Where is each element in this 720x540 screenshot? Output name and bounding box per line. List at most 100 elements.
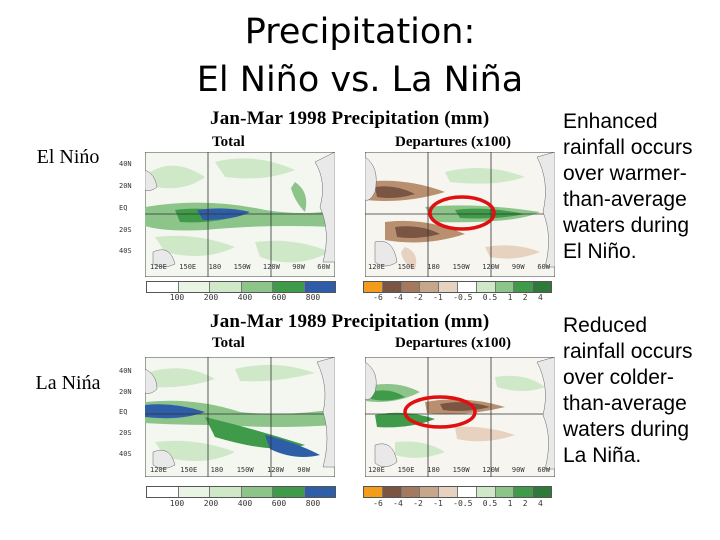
colorbar-tick: -0.5 [453, 499, 473, 508]
la-nina-departures-map [365, 357, 555, 477]
el-nino-departures-label: Departures (x100) [395, 134, 511, 150]
lat-label: 20N [119, 182, 132, 190]
explanation-line: than-average [563, 188, 687, 211]
colorbar-tick: -4 [393, 293, 403, 302]
lon-label: 150W [452, 466, 470, 474]
lon-label: 150E [179, 263, 197, 271]
el-nino-label: El Nińo [36, 146, 100, 168]
colorbar-tick: -0.5 [453, 293, 473, 302]
colorbar-tick: 400 [237, 499, 253, 508]
colorbar-tick: 600 [271, 499, 287, 508]
colorbar-tick: 200 [203, 293, 219, 302]
el-nino-departures-colorbar-ticks: -6 -4 -2 -1 -0.5 0.5 1 2 4 [368, 293, 548, 302]
colorbar-tick: -6 [373, 293, 383, 302]
lon-label: 90W [511, 263, 525, 271]
lon-label: 180 [210, 466, 224, 474]
lon-label: 90W [292, 263, 305, 271]
colorbar-tick: 4 [537, 293, 543, 302]
colorbar-tick: 4 [537, 499, 543, 508]
title-line-2: El Niño vs. La Niña [196, 60, 524, 100]
explanation-line: El Niño. [563, 240, 637, 263]
la-nina-departures-label: Departures (x100) [395, 335, 511, 351]
explanation-line: waters during [563, 214, 690, 237]
colorbar-tick: 200 [203, 499, 219, 508]
colorbar-tick: 1 [507, 499, 513, 508]
la-nina-total-label: Total [212, 335, 245, 351]
el-nino-departures-map [365, 152, 555, 277]
colorbar-tick: 800 [305, 499, 321, 508]
la-nina-explanation: Reduced rainfall occurs over colder- tha… [563, 313, 718, 469]
title-line-1: Precipitation: [244, 12, 476, 52]
colorbar-tick: 100 [169, 499, 185, 508]
colorbar-tick: -1 [433, 293, 443, 302]
lat-label: 40S [119, 247, 132, 255]
lat-label: 20N [119, 388, 132, 396]
lat-label: 20S [119, 226, 132, 234]
lat-label: 20S [119, 429, 132, 437]
el-nino-total-map [145, 152, 335, 277]
la-nina-total-colorbar [146, 486, 336, 498]
lon-label: 60W [537, 263, 550, 271]
colorbar-tick: 2 [522, 293, 528, 302]
lon-label: 120E [368, 466, 385, 474]
colorbar-tick: 1 [507, 293, 513, 302]
colorbar-tick: 0.5 [482, 293, 498, 302]
lon-label: 180 [427, 263, 440, 271]
explanation-line: rainfall occurs [563, 340, 693, 363]
lon-label: 120E [150, 263, 167, 271]
lon-label: 120E [150, 466, 167, 474]
slide-title: Precipitation: El Niño vs. La Niña [150, 8, 570, 104]
lon-label: 180 [208, 263, 222, 271]
explanation-line: La Niña. [563, 444, 642, 467]
lon-label: 180 [427, 466, 440, 474]
colorbar-tick: -1 [433, 499, 443, 508]
colorbar-tick: -4 [393, 499, 403, 508]
lon-label: 60W [537, 466, 550, 474]
el-nino-explanation: Enhanced rainfall occurs over warmer- th… [563, 109, 718, 265]
lon-label: 150W [452, 263, 470, 271]
lon-label: 150E [397, 263, 415, 271]
la-nina-departures-colorbar [363, 486, 552, 498]
lon-label: 60W [317, 263, 330, 271]
el-nino-highlight-ring [428, 195, 496, 231]
lon-label: 120W [482, 263, 500, 271]
el-nino-figure-title: Jan-Mar 1998 Precipitation (mm) [210, 108, 490, 129]
el-nino-total-colorbar-ticks: 100 200 400 600 800 [160, 293, 330, 302]
el-nino-departures-colorbar [363, 281, 552, 293]
la-nina-left-longitudes: 120E 150E 180 150W 120W 90W [150, 466, 310, 474]
lon-label: 90W [297, 466, 310, 474]
colorbar-tick: -2 [413, 293, 423, 302]
colorbar-tick: 400 [237, 293, 253, 302]
la-nina-total-colorbar-ticks: 100 200 400 600 800 [160, 499, 330, 508]
explanation-line: over warmer- [563, 162, 687, 185]
el-nino-total-colorbar [146, 281, 336, 293]
lon-label: 120W [262, 263, 280, 271]
lon-label: 150E [180, 466, 198, 474]
lon-label: 120W [482, 466, 500, 474]
la-nina-label: La Nińa [35, 372, 101, 394]
el-nino-total-label: Total [212, 134, 245, 150]
explanation-line: rainfall occurs [563, 136, 693, 159]
colorbar-tick: 0.5 [482, 499, 498, 508]
la-nina-total-map [145, 357, 335, 477]
colorbar-tick: 100 [169, 293, 185, 302]
lon-label: 150W [236, 466, 254, 474]
explanation-line: Enhanced [563, 110, 658, 133]
el-nino-left-longitudes: 120E 150E 180 150W 120W 90W 60W [150, 263, 330, 271]
lat-label: 40N [119, 160, 132, 168]
explanation-line: waters during [563, 418, 690, 441]
la-nina-highlight-ring [403, 395, 477, 429]
colorbar-tick: -6 [373, 499, 383, 508]
la-nina-figure-title: Jan-Mar 1989 Precipitation (mm) [210, 311, 490, 332]
la-nina-departures-colorbar-ticks: -6 -4 -2 -1 -0.5 0.5 1 2 4 [368, 499, 548, 508]
lon-label: 150E [397, 466, 415, 474]
lat-label: 40S [119, 450, 132, 458]
el-nino-right-longitudes: 120E 150E 180 150W 120W 90W 60W [368, 263, 550, 271]
lat-label: 40N [119, 367, 132, 375]
colorbar-tick: 600 [271, 293, 287, 302]
lon-label: 150W [233, 263, 251, 271]
lon-label: 120E [368, 263, 385, 271]
colorbar-tick: -2 [413, 499, 423, 508]
explanation-line: Reduced [563, 314, 648, 337]
colorbar-tick: 800 [305, 293, 321, 302]
